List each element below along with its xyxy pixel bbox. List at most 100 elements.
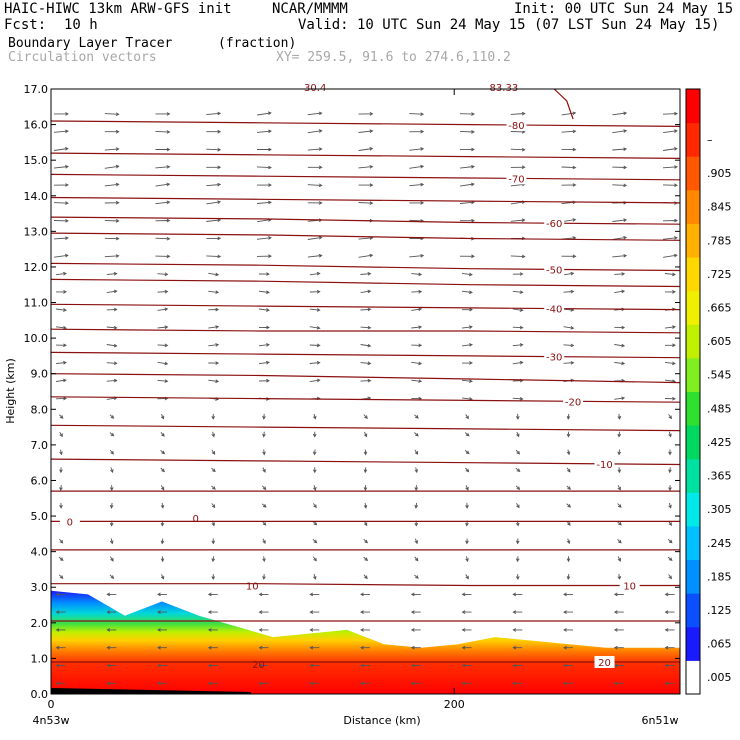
colorbar-label: – (707, 133, 713, 146)
vector-arrow (307, 129, 323, 134)
vector-arrow (104, 147, 120, 151)
vector-arrow (55, 271, 67, 276)
isotherm-label-bg (506, 172, 527, 185)
colorbar-label: .845 (707, 201, 732, 214)
vector-arrow (465, 467, 470, 473)
colorbar-swatch (686, 89, 700, 124)
vector-arrow (664, 272, 676, 277)
vector-arrow (512, 397, 524, 401)
vector-arrow (307, 235, 323, 240)
vector-arrow (160, 485, 165, 491)
vector-arrow (157, 610, 167, 614)
vector-arrow (360, 681, 370, 686)
vector-arrow (358, 183, 374, 187)
vector-arrow (414, 538, 419, 545)
vector-arrow (613, 645, 624, 650)
vector-arrow (510, 254, 526, 259)
vector-arrow (360, 361, 372, 366)
vector-arrow (257, 147, 272, 152)
vector-arrow (612, 165, 628, 170)
vector-arrow (206, 254, 222, 259)
field-units: (fraction) (218, 36, 297, 51)
vector-arrow (55, 592, 66, 597)
vector-arrow (617, 556, 621, 562)
vector-arrow (206, 147, 222, 152)
vector-arrow (106, 681, 117, 686)
vector-arrow (307, 183, 323, 188)
vector-arrow (207, 663, 218, 668)
colorbar-label: .005 (707, 671, 732, 684)
vector-arrow (157, 325, 169, 330)
vector-arrow (307, 147, 323, 151)
vector-arrow (612, 253, 628, 258)
vector-arrow (363, 431, 368, 438)
vector-arrow (312, 413, 317, 420)
forecast-label: Fcst: (4, 17, 47, 33)
vector-arrow (460, 182, 475, 187)
colorbar-swatch (686, 257, 700, 292)
vector-arrow (55, 681, 66, 686)
vector-arrow (312, 449, 317, 456)
isotherm-label: 0 (67, 517, 73, 528)
colorbar-swatch (686, 593, 700, 628)
vector-arrow (309, 663, 320, 668)
isotherm-line (50, 120, 681, 127)
vector-arrow (155, 182, 171, 187)
vector-arrow (109, 449, 114, 455)
vector-arrow (211, 413, 216, 420)
valid-time: Valid: 10 UTC Sun 24 May 15 (07 LST Sun … (298, 17, 720, 33)
isotherm-line (50, 262, 681, 272)
vector-arrow (409, 112, 425, 116)
vector-arrow (262, 538, 266, 545)
colorbar-swatch (686, 525, 700, 561)
vector-arrow (258, 272, 270, 276)
vector-arrow (515, 449, 521, 455)
vector-arrow (211, 449, 216, 455)
vector-arrow (208, 361, 220, 365)
vector-arrow (512, 663, 523, 668)
vector-arrow (612, 235, 628, 240)
vector-arrow (106, 325, 118, 330)
vector-arrow (414, 574, 419, 579)
vector-arrow (461, 307, 473, 312)
vector-arrow (104, 112, 120, 117)
vector-arrow (309, 360, 321, 365)
x-end-label: 6n51w (642, 714, 679, 727)
vector-arrow (206, 129, 222, 134)
vector-arrow (257, 183, 272, 187)
vector-arrow (106, 645, 117, 650)
isotherm-label: -20 (565, 397, 581, 408)
colorbar-label: .305 (707, 503, 732, 516)
vector-arrow (516, 431, 520, 438)
vector-arrow (515, 556, 520, 563)
vector-arrow (613, 592, 624, 597)
y-tick-label: 3.0 (31, 581, 49, 594)
vector-arrow (160, 432, 165, 437)
vector-arrow (612, 183, 628, 188)
vector-arrow (668, 467, 672, 474)
vector-arrow (512, 290, 524, 294)
vector-arrow (360, 663, 370, 668)
vector-arrow (211, 574, 216, 581)
vector-arrow (662, 236, 678, 240)
colorbar-label: .245 (707, 537, 732, 550)
vector-arrow (258, 645, 269, 650)
isotherm-line (50, 216, 681, 225)
colorbar-swatch (686, 559, 700, 594)
vector-arrow (414, 432, 419, 437)
vector-arrow (461, 325, 473, 329)
colorbar-label: .725 (707, 268, 732, 281)
vector-arrow (667, 538, 673, 544)
vector-arrow (411, 325, 423, 329)
y-tick-label: 13.0 (24, 225, 49, 238)
vector-arrow (617, 413, 622, 420)
vector-arrow (309, 271, 321, 276)
vector-arrow (465, 556, 469, 563)
vector-arrow (157, 272, 169, 277)
vector-arrow (360, 289, 372, 294)
vector-arrow (561, 147, 577, 152)
colorbar-swatch (686, 324, 700, 359)
vector-arrow (312, 485, 317, 491)
vector-arrow (411, 272, 423, 277)
vector-arrow (307, 165, 323, 170)
